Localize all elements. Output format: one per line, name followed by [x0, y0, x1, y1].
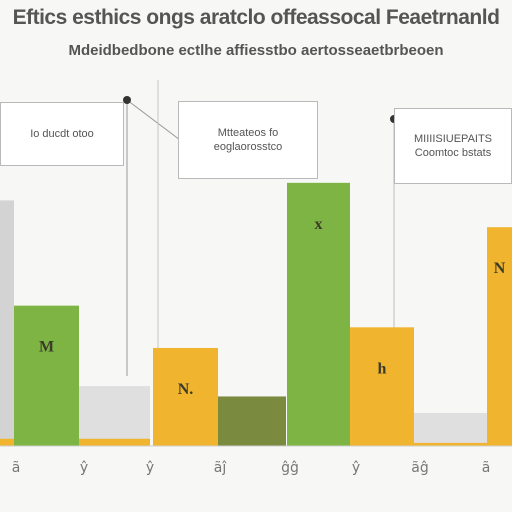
callout-box-2: Mtteateos fo eoglaorosstco: [178, 101, 318, 179]
callout-marker-1: [123, 96, 131, 104]
chart-subtitle: Mdeidbedbone ectlhe affiesstbo aertossea…: [68, 42, 444, 59]
bar-label-6: N.: [178, 381, 194, 398]
x-tick-label-8: ã: [482, 460, 491, 476]
x-tick-label-7: ãĝ: [411, 460, 428, 476]
bar-6: [153, 347, 218, 446]
x-tick-label-6: ŷ: [352, 460, 360, 476]
callout-2-line-1: Mtteateos fo: [217, 127, 279, 139]
callout-2-line-2: eoglaorosstco: [213, 141, 283, 153]
x-tick-label-4: ãĵ: [214, 460, 228, 476]
callout-box-3: MIIIISIUEPAITS Coomtoc bstats: [394, 108, 512, 184]
bar-10: [414, 412, 487, 446]
chart-title: Eftics esthics ongs aratclo offeassocal …: [12, 6, 500, 29]
bar-label-12: N: [494, 260, 506, 277]
callout-box-1: Io ducdt otoo: [0, 102, 124, 166]
bar-8: [287, 182, 350, 446]
x-tick-label-3: ŷ: [146, 460, 154, 476]
callout-1-line-1: Io ducdt otoo: [30, 128, 94, 140]
x-tick-label-2: ŷ: [80, 460, 88, 476]
bar-1: [0, 200, 14, 446]
bar-12: [487, 227, 512, 446]
bar-11: [414, 442, 487, 446]
bar-label-8: x: [315, 216, 323, 233]
bar-label-3: M: [39, 339, 54, 356]
x-tick-label-5: ĝĝ: [281, 460, 299, 476]
bar-3: [14, 305, 79, 446]
bar-2: [0, 438, 14, 446]
x-tick-label-1: ã: [12, 460, 21, 476]
bar-4: [79, 386, 150, 446]
bar-label-9: h: [378, 360, 387, 377]
bar-9: [350, 327, 414, 446]
callout-3-line-2: Coomtoc bstats: [414, 147, 492, 159]
bar-7: [218, 396, 286, 446]
bar-5: [79, 438, 150, 446]
callout-3-line-1: MIIIISIUEPAITS: [413, 133, 493, 145]
